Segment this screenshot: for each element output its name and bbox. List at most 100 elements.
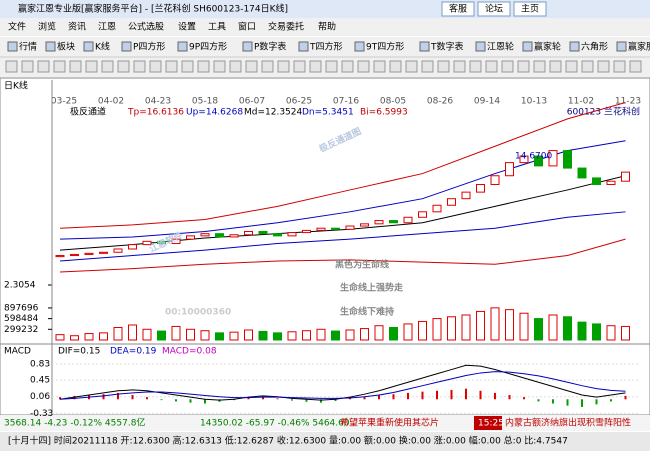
window-button[interactable] [513,1,547,17]
tool-icon[interactable] [629,60,642,73]
candle [447,198,456,206]
tool-icon[interactable] [437,60,450,73]
menu-item[interactable]: 交易委托 [268,21,304,33]
status-item: 14350.02 -65.97 -0.46% 5464.60 [200,419,350,429]
tool-button[interactable]: 9T四方形 [366,41,404,53]
window-button[interactable] [477,1,511,17]
tool-icon[interactable] [5,60,18,73]
tool-icon[interactable] [7,41,18,52]
tool-icon[interactable] [53,60,66,73]
tool-icon[interactable] [517,60,530,73]
volume-bar [461,314,471,341]
tool-icon[interactable] [533,60,546,73]
tool-button[interactable]: 赢家服务 [628,41,650,53]
candle [273,233,282,237]
y-tick-label: 299232 [4,325,38,335]
volume-bar [99,332,108,341]
tool-icon[interactable] [616,41,627,52]
tool-icon[interactable] [597,60,610,73]
tool-button[interactable]: 赢家轮 [534,41,561,53]
tool-icon[interactable] [581,60,594,73]
tool-icon[interactable] [354,41,365,52]
candle [403,216,413,224]
tool-button[interactable]: K线 [95,41,110,53]
tool-icon[interactable] [117,60,130,73]
tool-icon[interactable] [181,60,194,73]
tool-icon[interactable] [229,60,242,73]
tool-icon[interactable] [83,41,94,52]
tool-icon[interactable] [85,60,98,73]
tool-icon[interactable] [242,41,253,52]
menu-item[interactable]: 窗口 [238,21,256,33]
window-button[interactable] [441,1,475,17]
window-button-label[interactable]: 论坛 [485,3,503,15]
tool-icon[interactable] [149,60,162,73]
tool-icon[interactable] [213,60,226,73]
tool-icon[interactable] [341,60,354,73]
tool-icon[interactable] [45,41,56,52]
volume-bar [606,325,616,341]
tool-icon[interactable] [453,60,466,73]
tool-icon[interactable] [197,60,210,73]
tool-button[interactable]: P数字表 [254,41,286,53]
menu-item[interactable]: 工具 [208,22,226,33]
tool-button[interactable]: P四方形 [133,41,165,53]
tool-icon[interactable] [501,60,514,73]
menu-item[interactable]: 江恩 [98,22,116,33]
volume-bar [171,325,181,341]
tool-icon[interactable] [475,41,486,52]
tool-icon[interactable] [569,41,580,52]
tool-icon[interactable] [21,60,34,73]
tool-button[interactable]: T四方形 [309,41,343,53]
tool-icon[interactable] [373,60,386,73]
tool-icon[interactable] [389,60,402,73]
volume-bar [563,316,572,341]
tool-icon[interactable] [565,60,578,73]
x-tick-label: 11-23 [615,97,641,107]
tool-icon[interactable] [469,60,482,73]
tool-icon[interactable] [165,60,178,73]
window-button-label[interactable]: 客服 [449,3,467,15]
tool-button[interactable]: 六角形 [581,41,608,53]
tool-icon[interactable] [69,60,82,73]
tool-icon[interactable] [37,60,50,73]
tool-icon[interactable] [277,60,290,73]
tool-button[interactable]: 9P四方形 [189,41,227,53]
y-tick-label: 0.83 [30,360,50,370]
tool-icon[interactable] [405,60,418,73]
tool-icon[interactable] [298,41,309,52]
tool-button[interactable]: 江恩轮 [487,41,514,53]
menu-item[interactable]: 文件 [8,21,26,33]
tool-icon[interactable] [522,41,533,52]
tool-button[interactable]: 行情 [19,41,37,53]
menu-item[interactable]: 资讯 [68,22,86,33]
tool-icon[interactable] [245,60,258,73]
tool-icon[interactable] [293,60,306,73]
volume-bar [215,332,224,341]
tool-icon[interactable] [121,41,132,52]
tool-icon[interactable] [325,60,338,73]
tool-icon[interactable] [419,41,430,52]
tool-icon[interactable] [613,60,626,73]
tool-button[interactable]: 板块 [57,41,75,53]
menu-item[interactable]: 帮助 [318,21,336,33]
menu-item[interactable]: 公式选股 [128,21,164,33]
tool-icon[interactable] [261,60,274,73]
candle [302,229,311,234]
tool-button[interactable]: T数字表 [430,41,464,53]
tool-icon[interactable] [421,60,434,73]
volume-bar [592,323,601,341]
indicator-value: Dn=5.3451 [302,108,354,118]
candle [345,225,355,230]
tool-icon[interactable] [309,60,322,73]
tool-icon[interactable] [133,60,146,73]
menu-item[interactable]: 浏览 [38,21,56,33]
tool-icon[interactable] [177,41,188,52]
tool-icon[interactable] [485,60,498,73]
window-button-label[interactable]: 主页 [521,3,539,15]
volume-bar [200,330,210,341]
menu-item[interactable]: 设置 [178,22,196,33]
tool-icon[interactable] [357,60,370,73]
tool-icon[interactable] [549,60,562,73]
tool-icon[interactable] [101,60,114,73]
